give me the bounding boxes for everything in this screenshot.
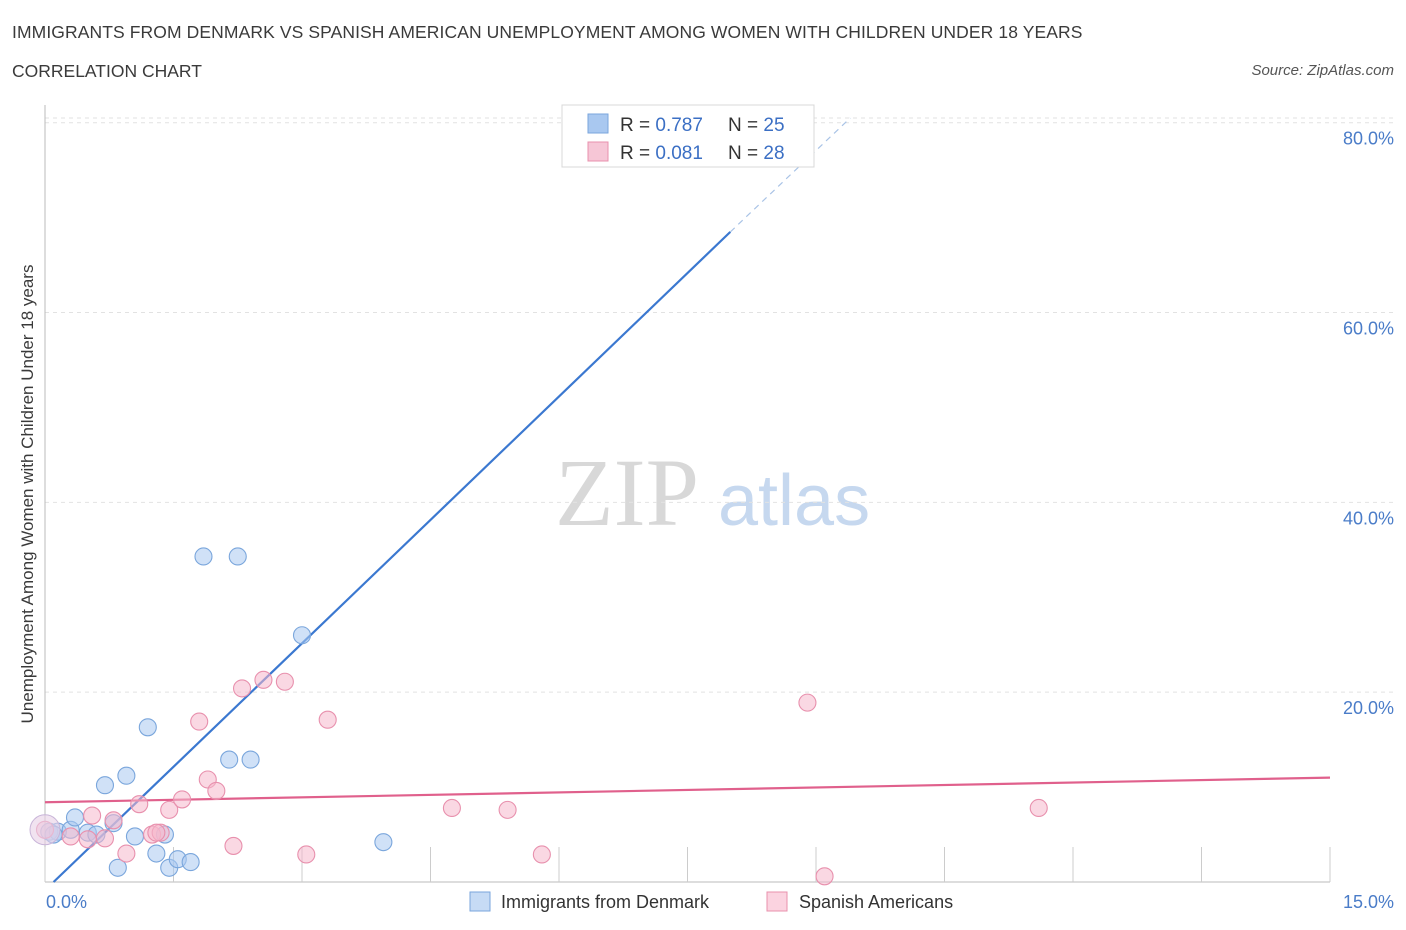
x-tick-label-max: 15.0%	[1343, 892, 1394, 912]
bottom-legend-swatch-spanish	[766, 891, 788, 912]
point-spanish-17	[254, 670, 273, 689]
legend-row-denmark: R = 0.787	[620, 115, 703, 136]
point-spanish-14	[207, 781, 226, 800]
point-spanish-20	[318, 710, 337, 729]
grid-lines	[45, 117, 1395, 693]
legend-r-value-spanish: 0.081	[655, 143, 703, 164]
legend-n-spanish: N = 28	[728, 143, 785, 164]
legend-swatch-spanish	[587, 141, 609, 162]
bottom-legend-label-denmark: Immigrants from Denmark	[501, 892, 710, 912]
point-spanish-4	[95, 829, 115, 848]
point-spanish-10	[160, 800, 179, 819]
point-denmark-9	[117, 766, 136, 785]
source-credit: Source: ZipAtlas.com	[1251, 62, 1394, 79]
point-denmark-3	[65, 808, 85, 827]
stats-legend: R = 0.787 N = 25 R = 0.081 N = 28	[561, 104, 815, 168]
legend-r-value-denmark: 0.787	[655, 115, 703, 136]
point-spanish-27	[147, 823, 166, 842]
trend-line-denmark-extrapolated	[729, 117, 851, 233]
y-tick-labels: 20.0% 40.0% 60.0% 80.0%	[1343, 129, 1394, 718]
point-denmark-6	[95, 776, 115, 795]
y-tick-label-20: 20.0%	[1343, 698, 1394, 718]
trend-lines	[44, 117, 1331, 883]
trend-line-denmark	[52, 231, 732, 883]
point-denmark-12	[147, 844, 166, 863]
legend-r-label-spanish: R =	[620, 143, 655, 164]
point-spanish-19	[297, 845, 316, 864]
point-denmark-8	[108, 858, 127, 877]
point-spanish-11	[173, 790, 192, 809]
point-denmark-18	[220, 750, 239, 769]
point-spanish-18	[275, 672, 294, 691]
series-legend: Immigrants from Denmark Spanish American…	[469, 891, 953, 912]
chart-subtitle: CORRELATION CHART	[12, 61, 202, 81]
legend-n-value-spanish: 28	[763, 143, 784, 164]
legend-row-spanish: R = 0.081	[620, 143, 703, 164]
legend-swatch-denmark	[587, 113, 609, 134]
legend-n-label-spanish: N =	[728, 143, 763, 164]
chart-title: IMMIGRANTS FROM DENMARK VS SPANISH AMERI…	[12, 22, 1083, 42]
point-denmark-17	[194, 547, 213, 566]
point-spanish-3	[83, 806, 102, 825]
legend-n-denmark: N = 25	[728, 115, 785, 136]
point-cluster-origin	[29, 814, 61, 846]
x-tick-label-min: 0.0%	[46, 892, 87, 912]
point-spanish-1	[61, 827, 80, 846]
point-spanish-23	[532, 845, 551, 864]
point-spanish-26	[1029, 798, 1048, 818]
y-tick-label-60: 60.0%	[1343, 319, 1394, 339]
point-spanish-16	[232, 679, 252, 698]
point-spanish-15	[224, 836, 243, 855]
point-denmark-10	[125, 827, 144, 846]
data-points	[29, 137, 1048, 886]
trend-line-spanish	[44, 776, 1331, 804]
point-spanish-6	[117, 844, 136, 863]
bottom-legend-label-spanish: Spanish Americans	[799, 892, 953, 912]
point-spanish-7	[130, 795, 149, 814]
point-spanish-5	[104, 811, 123, 830]
point-denmark-22	[374, 833, 393, 852]
point-denmark-16	[181, 853, 200, 872]
point-spanish-24	[798, 693, 817, 712]
legend-n-value-denmark: 25	[763, 115, 784, 136]
point-spanish-21	[442, 798, 461, 818]
legend-n-label-denmark: N =	[728, 115, 763, 136]
point-spanish-22	[498, 800, 517, 819]
watermark-atlas: atlas	[718, 461, 870, 541]
legend-r-label-denmark: R =	[620, 115, 655, 136]
point-denmark-21	[292, 626, 312, 645]
point-spanish-12	[190, 712, 209, 731]
y-axis-label: Unemployment Among Women with Children U…	[18, 265, 37, 724]
bottom-legend-swatch-denmark	[469, 891, 491, 912]
point-denmark-11	[138, 718, 157, 737]
point-denmark-19	[228, 547, 247, 566]
point-spanish-25	[815, 867, 834, 886]
y-tick-label-80: 80.0%	[1343, 129, 1394, 149]
watermark-zip: ZIP	[555, 439, 699, 546]
point-spanish-2	[78, 830, 97, 849]
y-tick-label-40: 40.0%	[1343, 508, 1394, 528]
point-denmark-20	[241, 750, 260, 769]
